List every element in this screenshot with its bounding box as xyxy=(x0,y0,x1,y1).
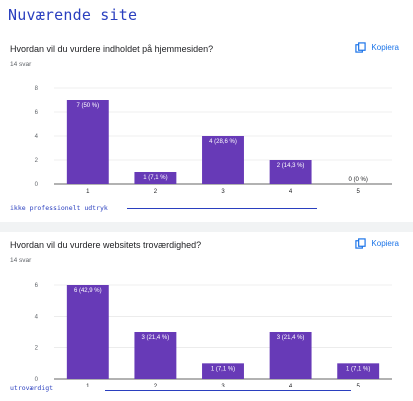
bar-data-label: 7 (50 %) xyxy=(76,103,99,109)
y-tick-label: 6 xyxy=(35,110,39,116)
bar-data-label: 4 (28,6 %) xyxy=(209,139,237,145)
x-tick-label: 4 xyxy=(289,189,293,195)
bar-data-label: 3 (21,4 %) xyxy=(277,335,305,341)
response-count: 14 svar xyxy=(10,257,32,264)
bar-data-label: 6 (42,9 %) xyxy=(74,288,102,294)
x-tick-label: 2 xyxy=(154,189,158,195)
question-title: Hvordan vil du vurdere websitets troværd… xyxy=(10,240,202,250)
response-count: 14 svar xyxy=(10,61,32,68)
y-tick-label: 6 xyxy=(35,283,39,289)
x-tick-label: 4 xyxy=(289,384,293,387)
x-tick-label: 3 xyxy=(221,189,225,195)
y-tick-label: 4 xyxy=(35,314,39,320)
bar xyxy=(202,136,244,184)
copy-button[interactable]: Kopiera xyxy=(355,42,399,53)
question-card-credibility: Hvordan vil du vurdere websitets troværd… xyxy=(0,232,413,401)
y-tick-label: 4 xyxy=(35,134,39,140)
bar xyxy=(269,160,312,184)
bar-data-label: 3 (21,4 %) xyxy=(142,335,170,341)
content-rating-chart: 0 2 4 6 8 7 (50 %) 1 1 (7,1 %) 2 4 (28,6 %) 3 2 (14… xyxy=(35,86,392,195)
x-tick-label: 2 xyxy=(154,384,158,387)
x-tick-label: 1 xyxy=(86,189,90,195)
x-tick-label: 3 xyxy=(221,384,225,387)
bar-data-label: 0 (0 %) xyxy=(349,177,368,183)
bar xyxy=(134,332,177,379)
y-tick-label: 0 xyxy=(35,377,39,383)
copy-label: Kopiera xyxy=(371,239,399,248)
y-tick-label: 2 xyxy=(35,346,39,352)
bar xyxy=(66,100,109,184)
copy-icon xyxy=(355,238,367,249)
bar xyxy=(134,172,177,184)
handwritten-annotation: ikke professionelt udtryk xyxy=(10,204,108,212)
bar-data-label: 2 (14,3 %) xyxy=(277,163,305,169)
bar-data-label: 1 (7,1 %) xyxy=(211,366,235,372)
card-separator xyxy=(0,222,413,232)
bar xyxy=(337,363,380,379)
page-title: Nuværende site xyxy=(8,6,138,24)
x-tick-label: 5 xyxy=(357,384,361,387)
x-tick-label: 5 xyxy=(357,189,361,195)
question-title: Hvordan vil du vurdere indholdet på hjem… xyxy=(10,44,214,54)
bar xyxy=(66,285,109,379)
y-tick-label: 8 xyxy=(35,86,39,92)
x-tick-label: 1 xyxy=(86,384,90,387)
copy-button[interactable]: Kopiera xyxy=(355,238,399,249)
copy-label: Kopiera xyxy=(371,43,399,52)
bar xyxy=(269,332,312,379)
credibility-rating-chart: 0 2 4 6 6 (42,9 %) 1 3 (21,4 %) 2 1 (7,1 %) 3 3 (2… xyxy=(35,283,392,387)
bar xyxy=(202,363,244,379)
bar-data-label: 1 (7,1 %) xyxy=(346,366,370,372)
annotation-underline xyxy=(127,208,317,209)
handwritten-annotation: utroværdigt xyxy=(10,384,54,392)
question-card-content: Hvordan vil du vurdere indholdet på hjem… xyxy=(0,36,413,222)
annotation-underline xyxy=(105,390,351,391)
copy-icon xyxy=(355,42,367,53)
y-tick-label: 2 xyxy=(35,158,39,164)
y-tick-label: 0 xyxy=(35,182,39,188)
bar-data-label: 1 (7,1 %) xyxy=(143,175,167,181)
